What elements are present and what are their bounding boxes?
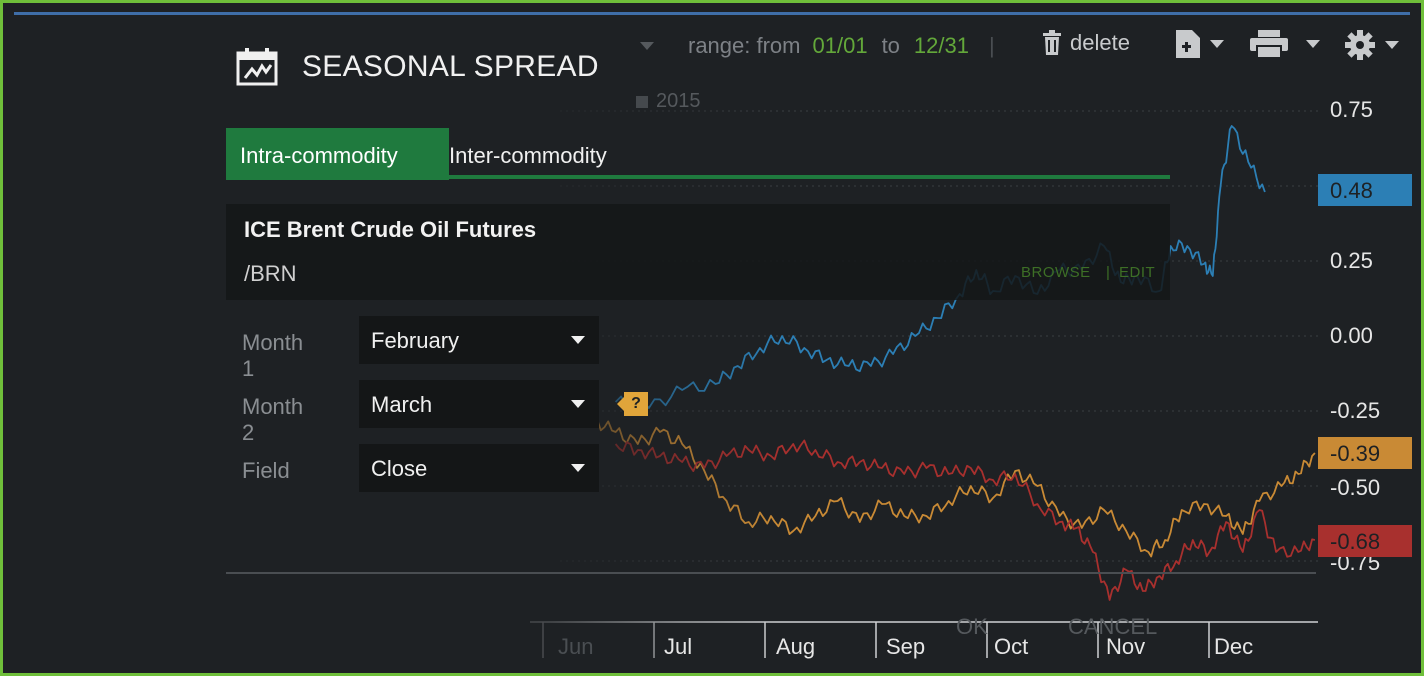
delete-button[interactable]: delete	[1042, 30, 1130, 56]
dialog-footer-divider	[226, 572, 1316, 574]
series-line	[593, 418, 1316, 558]
range-from-value[interactable]: 01/01	[812, 33, 868, 58]
link-separator: |	[1106, 264, 1110, 281]
chevron-down-icon	[571, 464, 585, 472]
value-badge-blue: 0.48	[1318, 174, 1412, 206]
field-value: Close	[371, 456, 428, 481]
window-top-border	[14, 12, 1410, 15]
settings-menu-button[interactable]	[1345, 30, 1399, 60]
chevron-down-icon	[1306, 40, 1320, 48]
x-tick-label: Oct	[994, 634, 1029, 659]
month1-label: Month 1	[242, 330, 304, 381]
date-range-toolbar: range: from 01/01 to 12/31 |	[640, 28, 995, 64]
chevron-down-icon	[1385, 41, 1399, 49]
field-select[interactable]: Close	[359, 444, 599, 492]
y-tick-label: 0.25	[1330, 248, 1373, 273]
browse-link[interactable]: BROWSE	[1021, 264, 1091, 281]
legend-swatch	[636, 95, 648, 108]
contract-name: ICE Brent Crude Oil Futures	[244, 217, 537, 242]
month2-select[interactable]: March	[359, 380, 599, 428]
contract-symbol: /BRN	[244, 261, 297, 286]
range-to-value[interactable]: 12/31	[913, 33, 969, 58]
y-tick-label: 0.75	[1330, 97, 1373, 122]
chevron-down-icon	[571, 400, 585, 408]
y-tick-label: 0.00	[1330, 323, 1373, 348]
commodity-tabs: Intra-commodity Inter-commodity	[226, 128, 1170, 180]
x-tick-label: Dec	[1214, 634, 1254, 659]
toolbar-divider: |	[988, 33, 995, 58]
x-tick-label: Jun	[558, 634, 594, 659]
y-tick-label: -0.50	[1330, 475, 1381, 500]
print-menu-button[interactable]	[1250, 30, 1320, 58]
dialog-title: SEASONAL SPREAD	[236, 48, 599, 86]
range-label: range: from	[688, 33, 801, 58]
month1-value: February	[371, 328, 460, 353]
chevron-down-icon[interactable]	[640, 42, 654, 50]
value-badge-orange: -0.39	[1318, 437, 1412, 469]
edit-link[interactable]: EDIT	[1119, 264, 1156, 281]
month1-select[interactable]: February	[359, 316, 599, 364]
contract-panel: ICE Brent Crude Oil Futures /BRN BROWSE …	[226, 204, 1170, 300]
legend-label: 2015	[656, 90, 701, 112]
x-tick-label: Nov	[1106, 634, 1146, 659]
ok-button[interactable]: OK	[956, 614, 988, 639]
dialog-title-text: SEASONAL SPREAD	[302, 50, 599, 83]
value-badge-red: -0.68	[1318, 525, 1412, 557]
export-menu-button[interactable]	[1176, 30, 1224, 58]
tab-inter-commodity[interactable]: Inter-commodity	[449, 143, 607, 168]
chevron-down-icon	[571, 336, 585, 344]
help-icon[interactable]: ?	[617, 392, 648, 416]
trash-icon	[1043, 30, 1061, 55]
legend-item-2015[interactable]: 2015	[636, 90, 701, 113]
x-tick-label: Jul	[664, 634, 693, 659]
export-file-icon	[1176, 30, 1200, 58]
month2-label: Month 2	[242, 394, 304, 445]
calendar-chart-icon	[236, 48, 278, 86]
delete-label: delete	[1070, 30, 1130, 55]
range-to-label: to	[881, 33, 900, 58]
series-line	[614, 439, 1316, 601]
gear-icon	[1345, 30, 1375, 60]
chevron-down-icon	[1210, 40, 1224, 48]
x-tick-label: Aug	[776, 634, 816, 659]
month2-value: March	[371, 392, 433, 417]
x-tick-label: Sep	[886, 634, 926, 659]
printer-icon	[1250, 30, 1288, 58]
cancel-button[interactable]: CANCEL	[1068, 614, 1158, 639]
field-label: Field	[242, 458, 290, 483]
tab-intra-commodity[interactable]: Intra-commodity	[226, 128, 449, 180]
y-tick-label: -0.25	[1330, 398, 1381, 423]
